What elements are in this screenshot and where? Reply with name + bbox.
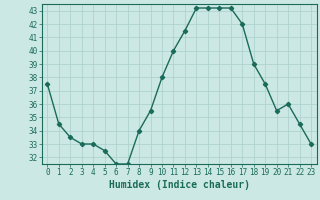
X-axis label: Humidex (Indice chaleur): Humidex (Indice chaleur): [109, 180, 250, 190]
